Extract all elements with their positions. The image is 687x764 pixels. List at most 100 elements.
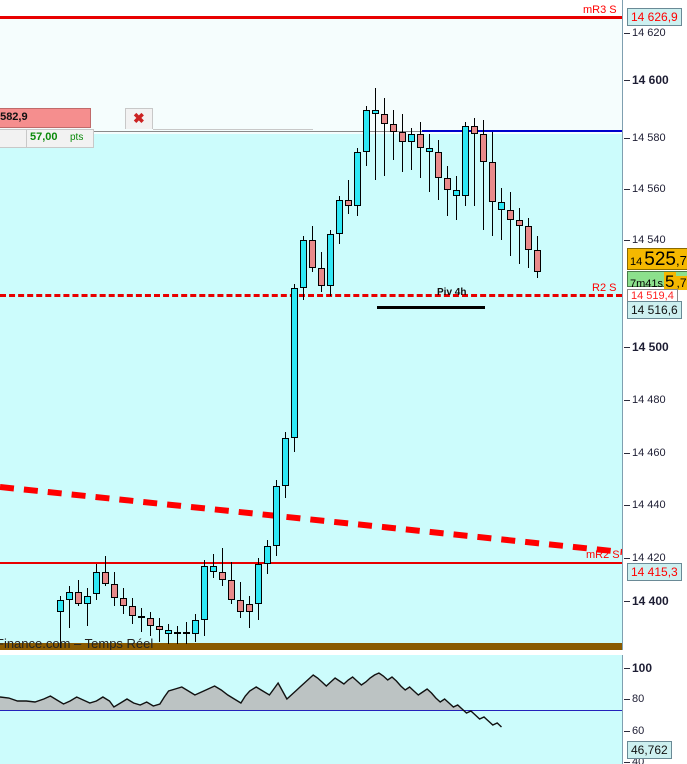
candle-wick xyxy=(222,548,223,586)
candle-wick xyxy=(501,188,502,240)
price-tag-last-price: 14 525 ,7 xyxy=(627,248,687,270)
scale-tick-label: 14 620 xyxy=(632,27,666,39)
last-price-main: 525 xyxy=(644,249,676,270)
price-scale-axis xyxy=(622,0,623,650)
price-panel-upper-fade xyxy=(0,16,622,134)
candle-body[interactable] xyxy=(255,564,262,604)
candle-body[interactable] xyxy=(282,438,289,486)
level-tag-mr3s: mR3 S xyxy=(583,4,617,16)
candle-wick xyxy=(519,208,520,264)
open-position-body xyxy=(0,129,94,148)
level-tag-r2s: R2 S xyxy=(592,282,617,294)
candle-body[interactable] xyxy=(165,630,172,634)
candle-body[interactable] xyxy=(156,626,163,630)
close-icon[interactable]: ✖ xyxy=(133,110,145,126)
panel-separator xyxy=(0,650,622,655)
candle-body[interactable] xyxy=(93,572,100,594)
candle-body[interactable] xyxy=(57,600,64,612)
candle-body[interactable] xyxy=(435,152,442,178)
candle-body[interactable] xyxy=(318,268,325,286)
candle-body[interactable] xyxy=(372,110,379,114)
scale-tick-label: 14 560 xyxy=(632,183,666,195)
candle-body[interactable] xyxy=(291,288,298,438)
scale-tick xyxy=(624,138,630,139)
piv-4h-support-bar xyxy=(377,306,485,309)
candle-body[interactable] xyxy=(354,152,361,206)
candle-body[interactable] xyxy=(75,592,82,604)
level-tag-mr2s: mR2 S xyxy=(586,549,620,561)
price-tag-mr3s: 14 626,9 xyxy=(627,8,682,26)
candle-body[interactable] xyxy=(426,148,433,152)
candle-body[interactable] xyxy=(219,572,226,580)
candle-wick xyxy=(168,624,169,644)
candle-body[interactable] xyxy=(453,190,460,196)
countdown-price-main: 5 xyxy=(664,272,676,292)
candle-body[interactable] xyxy=(534,250,541,272)
scale-tick-label: 40 xyxy=(632,756,645,764)
candle-body[interactable] xyxy=(102,572,109,584)
candle-body[interactable] xyxy=(309,240,316,268)
candle-body[interactable] xyxy=(336,200,343,234)
candle-body[interactable] xyxy=(237,600,244,612)
candle-body[interactable] xyxy=(444,178,451,190)
scale-tick-label: 14 600 xyxy=(632,73,669,87)
candle-body[interactable] xyxy=(228,580,235,600)
candle-body[interactable] xyxy=(120,598,127,606)
candle-body[interactable] xyxy=(84,596,91,604)
candle-body[interactable] xyxy=(246,604,253,612)
scale-tick-label: 60 xyxy=(632,725,645,737)
candle-body[interactable] xyxy=(390,124,397,132)
scale-tick xyxy=(624,189,630,190)
candle-body[interactable] xyxy=(201,566,208,620)
candle-body[interactable] xyxy=(525,226,532,250)
price-scale[interactable] xyxy=(622,0,687,764)
open-position-tooltip[interactable]: @ 14 582,9 xyxy=(0,108,91,148)
candle-body[interactable] xyxy=(399,132,406,142)
candle-body[interactable] xyxy=(66,592,73,600)
candle-body[interactable] xyxy=(408,134,415,142)
candle-body[interactable] xyxy=(381,114,388,124)
scale-tick xyxy=(624,601,630,602)
candle-body[interactable] xyxy=(480,134,487,162)
candle-body[interactable] xyxy=(363,110,370,152)
level-line-mr3s xyxy=(0,16,622,19)
price-tag-rsi-value: 46,762 xyxy=(627,741,672,759)
candle-wick xyxy=(411,128,412,170)
scale-tick-label: 14 460 xyxy=(632,447,666,459)
candle-body[interactable] xyxy=(210,566,217,572)
candle-body[interactable] xyxy=(174,632,181,634)
candle-wick xyxy=(510,192,511,256)
level-line-r2s xyxy=(0,294,622,297)
candle-wick xyxy=(177,626,178,644)
candle-body[interactable] xyxy=(471,126,478,134)
scale-tick-label: 14 540 xyxy=(632,234,666,246)
candle-body[interactable] xyxy=(300,240,307,288)
candle-body[interactable] xyxy=(327,234,334,286)
open-position-close-button[interactable] xyxy=(125,108,153,129)
candle-body[interactable] xyxy=(264,546,271,564)
candle-body[interactable] xyxy=(516,220,523,226)
scale-tick-label: 14 580 xyxy=(632,132,666,144)
candle-body[interactable] xyxy=(489,162,496,202)
candlestick-series[interactable] xyxy=(0,0,622,650)
candle-body[interactable] xyxy=(498,202,505,210)
candle-body[interactable] xyxy=(138,616,145,618)
candle-wick xyxy=(402,114,403,172)
candle-body[interactable] xyxy=(111,584,118,598)
candle-body[interactable] xyxy=(417,134,424,148)
candle-body[interactable] xyxy=(462,126,469,196)
candle-wick xyxy=(60,596,61,648)
candle-body[interactable] xyxy=(345,200,352,206)
candle-body[interactable] xyxy=(192,620,199,634)
candle-wick xyxy=(393,110,394,160)
candle-body[interactable] xyxy=(129,606,136,616)
watermark-text: Finance.com – Temps Réel xyxy=(0,636,154,651)
scale-tick-label: 14 420 xyxy=(632,552,666,564)
candle-body[interactable] xyxy=(273,486,280,546)
candle-body[interactable] xyxy=(507,210,514,220)
level-line-entry-gray xyxy=(0,131,622,132)
scale-tick-label: 14 400 xyxy=(632,594,669,608)
candle-body[interactable] xyxy=(183,632,190,634)
candle-body[interactable] xyxy=(147,618,154,626)
